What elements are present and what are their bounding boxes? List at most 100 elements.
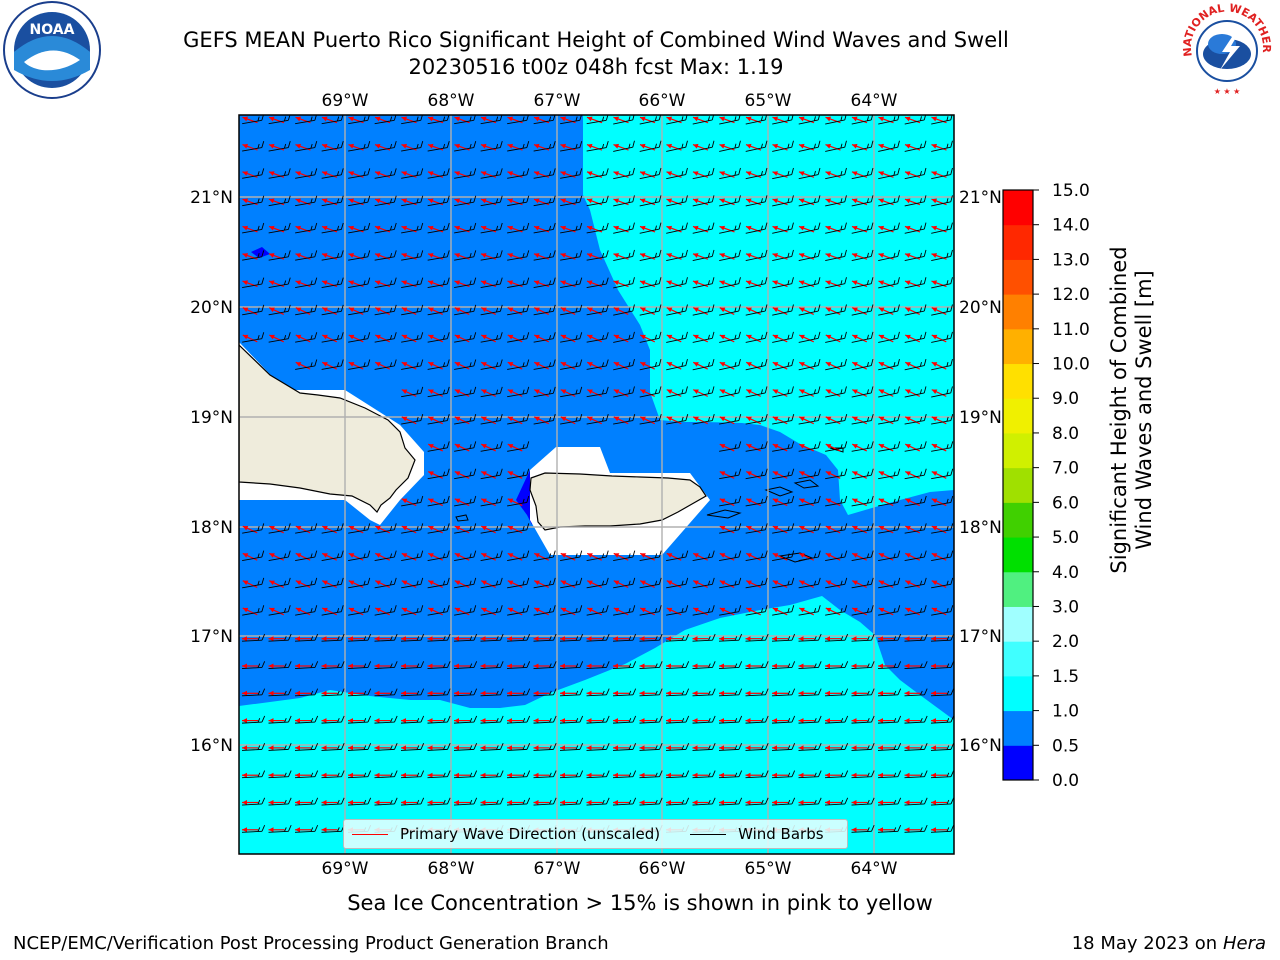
- island-vieques: [706, 509, 742, 519]
- wave-arrow: [480, 470, 497, 479]
- wind-barb: [851, 550, 874, 561]
- lon-label-bottom: 64°W: [851, 859, 898, 879]
- wave-arrow: [427, 498, 444, 507]
- wind-barb: [454, 441, 477, 452]
- wind-barb: [506, 633, 531, 642]
- wave-arrow: [427, 663, 444, 669]
- wind-barb: [877, 633, 902, 642]
- map-frame: [238, 114, 955, 855]
- wave-arrow: [613, 307, 629, 316]
- wind-barb: [930, 661, 954, 669]
- wave-arrow: [586, 718, 603, 724]
- wind-barb: [612, 715, 637, 724]
- wave-arrow: [719, 198, 735, 206]
- wind-barb: [825, 304, 847, 316]
- wave-arrow: [931, 389, 947, 397]
- wave-arrow: [745, 718, 762, 724]
- wind-barb: [295, 222, 318, 234]
- wind-barb: [718, 633, 743, 642]
- wind-barb: [639, 277, 662, 289]
- wind-barb: [798, 140, 821, 152]
- wind-barb: [559, 633, 584, 642]
- wind-barb: [666, 277, 688, 289]
- wave-arrow: [374, 580, 391, 589]
- wind-barb: [904, 249, 927, 262]
- wind-barb: [666, 249, 688, 262]
- wave-arrow: [321, 607, 338, 616]
- wave-arrow: [374, 800, 391, 805]
- wind-barb: [268, 550, 291, 561]
- wind-barb: [506, 770, 531, 779]
- wind-barb: [851, 249, 874, 262]
- wind-barb: [427, 414, 450, 425]
- wind-barb: [692, 661, 716, 669]
- wind-barb: [321, 141, 344, 152]
- wind-barb: [798, 195, 821, 207]
- wave-arrow: [798, 580, 815, 589]
- wave-arrow: [454, 552, 470, 561]
- wave-arrow: [321, 827, 338, 833]
- wind-barb: [771, 743, 796, 751]
- wind-barb: [692, 115, 715, 125]
- credit-text: NCEP/EMC/Verification Post Processing Pr…: [13, 933, 609, 954]
- wave-arrow: [878, 253, 894, 260]
- wave-arrow: [401, 663, 417, 669]
- wave-arrow: [480, 745, 497, 751]
- wave-arrow: [931, 361, 947, 370]
- wave-arrow: [507, 690, 523, 696]
- wave-arrow: [507, 361, 523, 370]
- wind-barb: [824, 715, 849, 724]
- wind-barb: [347, 743, 372, 751]
- wind-barb: [506, 715, 531, 724]
- wave-arrow: [904, 745, 921, 751]
- wind-barb: [825, 605, 848, 616]
- wave-arrow: [904, 143, 921, 151]
- wave-arrow: [401, 525, 417, 534]
- lon-label-bottom: 68°W: [428, 859, 475, 879]
- wave-arrow: [719, 307, 735, 316]
- wind-barb: [241, 715, 266, 724]
- wind-barb: [877, 824, 902, 833]
- wind-barb: [692, 195, 715, 207]
- wind-barb: [851, 715, 875, 724]
- wind-barb: [401, 605, 424, 616]
- wave-arrow: [772, 607, 788, 616]
- wave-arrow: [401, 416, 417, 425]
- wave-arrow: [348, 307, 364, 316]
- wind-barb: [347, 688, 372, 697]
- lon-label-top: 64°W: [851, 91, 898, 111]
- island-mona: [455, 514, 469, 522]
- wind-barb: [904, 824, 928, 833]
- wave-arrow: [825, 498, 841, 507]
- wave-arrow: [825, 171, 841, 178]
- wind-barb: [295, 115, 318, 125]
- wind-barb: [374, 770, 398, 779]
- wind-barb: [321, 688, 345, 697]
- wind-barb: [824, 797, 849, 806]
- wind-barb: [560, 222, 583, 234]
- wave-arrow: [719, 745, 735, 751]
- wave-arrow: [295, 525, 311, 534]
- colorbar-tick-label: 9.0: [1052, 389, 1079, 409]
- wave-arrow: [533, 361, 550, 370]
- wind-barb: [772, 195, 794, 207]
- wind-barb: [718, 797, 743, 806]
- wave-arrow: [878, 171, 894, 178]
- wave-arrow: [798, 636, 815, 642]
- wave-arrow: [613, 361, 629, 370]
- wind-barb: [639, 770, 663, 779]
- wave-arrow: [851, 198, 868, 206]
- wind-barb: [268, 523, 291, 534]
- wave-arrow: [427, 334, 444, 343]
- wind-barb: [454, 605, 477, 616]
- wave-arrow: [480, 636, 497, 642]
- wind-barb: [586, 715, 610, 724]
- wind-barb: [904, 605, 927, 616]
- noaa-logo: NOAA: [3, 1, 101, 99]
- wave-arrow: [931, 745, 947, 751]
- wave-arrow: [666, 663, 682, 669]
- wind-barb: [507, 359, 530, 370]
- wind-barb: [613, 277, 635, 289]
- wind-barb: [453, 743, 478, 751]
- wind-barb: [931, 523, 954, 534]
